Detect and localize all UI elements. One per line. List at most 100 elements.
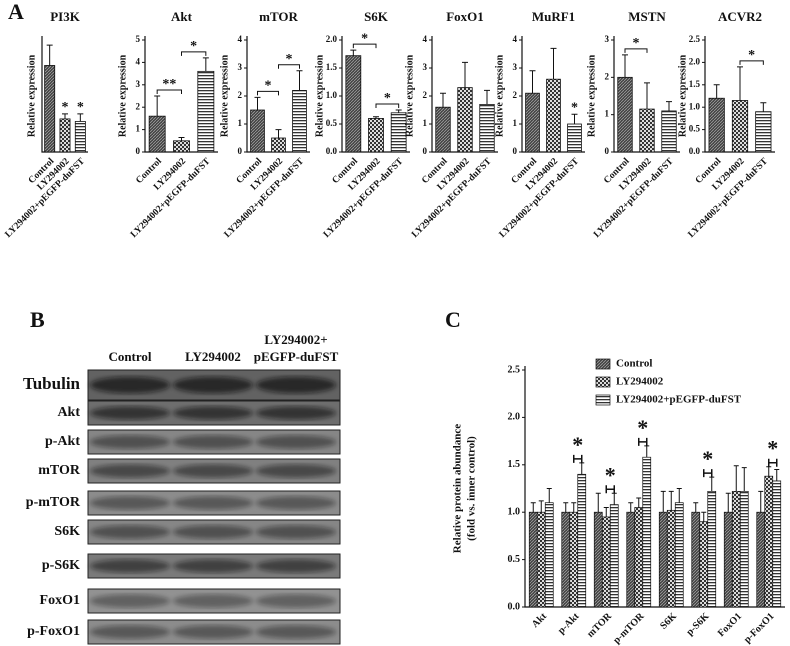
bar <box>593 511 603 608</box>
y-tick-label: 0.0 <box>326 146 338 156</box>
significance-bracket <box>768 458 778 467</box>
error-bar <box>77 113 84 122</box>
bar <box>345 55 362 153</box>
y-tick-label: 3 <box>513 62 518 72</box>
error-bar <box>725 492 731 513</box>
significance-bracket <box>624 48 648 53</box>
y-axis-label: Relative expression <box>26 54 37 137</box>
row-label: p-Akt <box>45 434 80 449</box>
y-axis-label: Relative expression <box>404 54 415 137</box>
error-bar <box>484 89 490 105</box>
bar <box>197 70 215 153</box>
row-label: p-mTOR <box>26 495 81 510</box>
legend-swatch <box>595 358 611 370</box>
bar <box>731 490 741 608</box>
bar <box>546 78 561 153</box>
y-tick-label: 1.0 <box>689 101 701 111</box>
blot-band <box>256 525 336 539</box>
y-tick-label: 1.5 <box>508 459 521 470</box>
error-bar <box>660 490 666 513</box>
error-bar <box>766 466 772 477</box>
chart-title: FoxO1 <box>446 9 484 24</box>
lane-label: Control <box>108 349 151 364</box>
error-bar <box>603 506 609 517</box>
y-tick-label: 1 <box>605 109 610 119</box>
error-bar <box>202 57 209 72</box>
bar <box>271 137 286 153</box>
significance-bracket <box>703 469 713 478</box>
blot-band <box>173 464 253 478</box>
bar <box>479 104 495 153</box>
y-tick-label: 0.5 <box>689 124 701 134</box>
bar <box>435 106 451 153</box>
blot-band <box>90 376 170 394</box>
significance-label: * <box>702 446 713 471</box>
blot-band <box>256 559 336 573</box>
error-bar <box>644 82 650 110</box>
error-bar <box>296 70 303 91</box>
y-tick-label: 2.0 <box>508 412 521 423</box>
blot-band <box>173 559 253 573</box>
error-bar <box>595 492 601 513</box>
legend-label: LY294002+pEGFP-duFST <box>616 394 742 406</box>
bar <box>544 502 554 608</box>
y-tick-label: 1.0 <box>326 90 338 100</box>
blot-band <box>173 435 253 449</box>
bar <box>666 509 676 608</box>
y-axis-label: (fold vs. inner control) <box>466 436 478 541</box>
y-tick-label: 3 <box>423 62 428 72</box>
y-tick-label: 2.0 <box>689 56 701 66</box>
significance-label: * <box>748 48 755 63</box>
error-bar <box>760 102 767 112</box>
legend-label: LY294002 <box>616 376 664 388</box>
error-bar <box>373 116 379 119</box>
blot-band <box>90 525 170 539</box>
significance-label: * <box>190 39 197 54</box>
y-tick-label: 2 <box>238 90 243 100</box>
bar <box>642 456 652 608</box>
legend-swatch <box>595 376 611 388</box>
bar <box>250 109 265 153</box>
y-tick-label: 5 <box>136 34 141 44</box>
significance-bracket <box>739 60 764 65</box>
lane-label: LY294002 <box>185 349 241 364</box>
y-tick-label: 1.5 <box>326 62 338 72</box>
blot-band <box>256 625 336 639</box>
error-bar <box>733 465 739 492</box>
blot-band <box>90 496 170 510</box>
error-bar <box>611 492 617 505</box>
chart-title: PI3K <box>50 9 81 24</box>
panel-label: A <box>8 0 24 24</box>
error-bar <box>741 467 747 492</box>
y-axis-label: Relative expression <box>117 54 128 137</box>
bar <box>577 473 587 608</box>
bar <box>626 511 636 608</box>
bar <box>567 123 582 153</box>
y-tick-label: 1 <box>136 124 141 134</box>
error-bar <box>713 84 720 99</box>
significance-label: * <box>265 79 272 94</box>
bar <box>755 111 772 153</box>
error-bar <box>774 469 780 481</box>
y-tick-label: 1 <box>423 118 428 128</box>
blot-band <box>256 496 336 510</box>
x-tick-label: S6K <box>658 611 679 632</box>
blot-band <box>173 594 253 608</box>
blot-band <box>90 625 170 639</box>
x-tick-label: p-mTOR <box>611 610 647 646</box>
x-tick-label: Akt <box>530 611 550 631</box>
bar <box>731 100 749 153</box>
chart-title: S6K <box>364 9 389 24</box>
blot-band <box>90 435 170 449</box>
y-tick-label: 2 <box>136 101 141 111</box>
x-tick-label: FoxO1 <box>716 611 744 639</box>
blot-band <box>90 406 170 420</box>
y-tick-label: 0.0 <box>508 601 521 612</box>
row-label: p-S6K <box>42 558 80 573</box>
lane-label: pEGFP-duFST <box>254 349 339 364</box>
bar <box>764 475 774 608</box>
significance-bracket <box>278 64 300 69</box>
blot-band <box>173 625 253 639</box>
bar <box>691 511 701 608</box>
y-tick-label: 0.5 <box>508 554 521 565</box>
